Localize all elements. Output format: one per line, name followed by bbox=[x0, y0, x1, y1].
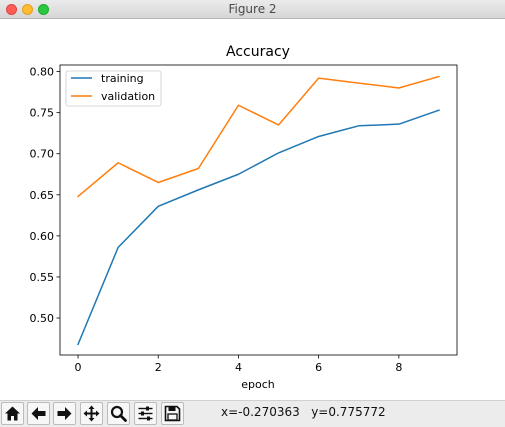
cursor-x-readout: x=-0.270363 bbox=[221, 405, 300, 419]
y-tick-label: 0.75 bbox=[30, 107, 55, 120]
pan-icon bbox=[83, 405, 100, 422]
accuracy-chart: Accuracy 0.50 0.55 0.60 0.65 0.70 0.75 0.80 0 2… bbox=[30, 44, 458, 391]
y-tick-label: 0.65 bbox=[30, 189, 55, 202]
cursor-coordinates: x=-0.270363 y=0.775772 bbox=[221, 405, 386, 419]
save-icon bbox=[164, 405, 181, 422]
back-button[interactable] bbox=[27, 402, 50, 425]
x-tick-label: 6 bbox=[315, 361, 322, 374]
window-title: Figure 2 bbox=[228, 2, 277, 16]
minimize-window-button[interactable] bbox=[22, 4, 33, 15]
pan-button[interactable] bbox=[80, 402, 103, 425]
legend-box bbox=[65, 70, 162, 107]
x-tick-label: 4 bbox=[235, 361, 242, 374]
home-button[interactable] bbox=[1, 402, 24, 425]
matplotlib-toolbar: x=-0.270363 y=0.775772 bbox=[0, 400, 505, 427]
series-lines bbox=[76, 75, 440, 346]
y-tick-label: 0.55 bbox=[30, 271, 55, 284]
legend-label-training: training bbox=[101, 72, 144, 85]
series-line-training bbox=[77, 109, 440, 346]
x-tick-label: 0 bbox=[75, 361, 82, 374]
figure-canvas[interactable]: Accuracy 0.50 0.55 0.60 0.65 0.70 0.75 0.80 0 2… bbox=[0, 19, 505, 400]
configure-subplots-button[interactable] bbox=[134, 402, 157, 425]
forward-button[interactable] bbox=[53, 402, 76, 425]
window-titlebar: Figure 2 bbox=[0, 0, 505, 19]
legend-label-validation: validation bbox=[101, 90, 155, 103]
zoom-icon bbox=[110, 405, 127, 422]
close-window-button[interactable] bbox=[6, 4, 17, 15]
x-axis: 0 2 4 6 8 bbox=[75, 355, 402, 374]
y-tick-label: 0.50 bbox=[30, 312, 55, 325]
y-axis: 0.50 0.55 0.60 0.65 0.70 0.75 0.80 bbox=[30, 66, 60, 325]
configure-subplots-icon bbox=[138, 406, 153, 421]
zoom-window-button[interactable] bbox=[38, 4, 49, 15]
forward-arrow-icon bbox=[57, 407, 72, 420]
chart-title: Accuracy bbox=[226, 44, 290, 60]
back-arrow-icon bbox=[31, 407, 46, 420]
x-axis-label: epoch bbox=[241, 378, 275, 391]
legend: training validation bbox=[65, 70, 162, 107]
series-line-validation bbox=[76, 75, 440, 198]
cursor-y-readout: y=0.775772 bbox=[311, 405, 386, 419]
home-icon bbox=[5, 406, 20, 421]
y-tick-label: 0.60 bbox=[30, 230, 55, 243]
x-tick-label: 8 bbox=[395, 361, 402, 374]
x-tick-label: 2 bbox=[155, 361, 162, 374]
save-button[interactable] bbox=[161, 402, 184, 425]
y-tick-label: 0.80 bbox=[30, 66, 55, 79]
zoom-button[interactable] bbox=[107, 402, 130, 425]
plot-area bbox=[59, 64, 458, 356]
y-tick-label: 0.70 bbox=[30, 148, 55, 161]
